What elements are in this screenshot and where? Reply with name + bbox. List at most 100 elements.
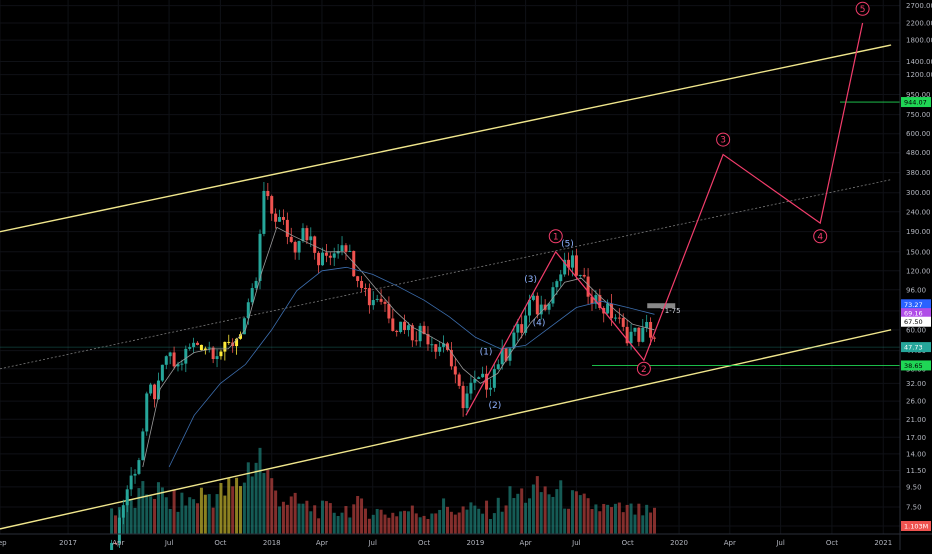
candle-body[interactable] (531, 295, 535, 300)
candle-body[interactable] (223, 341, 227, 352)
candle-body[interactable] (293, 241, 297, 253)
candle-body[interactable] (621, 318, 625, 327)
price-tag[interactable] (901, 360, 931, 371)
candle-body[interactable] (336, 251, 340, 254)
candle-body[interactable] (289, 236, 293, 242)
candle-body[interactable] (309, 236, 313, 241)
candle-body[interactable] (281, 217, 285, 220)
candle-body[interactable] (582, 274, 586, 277)
candle-body[interactable] (332, 253, 336, 258)
candle-body[interactable] (570, 255, 574, 268)
candle-body[interactable] (196, 342, 200, 345)
candle-body[interactable] (227, 341, 231, 343)
candle-body[interactable] (403, 321, 407, 331)
candle-body[interactable] (328, 255, 332, 258)
price-tag[interactable] (901, 316, 931, 327)
candle-body[interactable] (629, 331, 633, 344)
candle-body[interactable] (352, 250, 356, 277)
candle-body[interactable] (168, 352, 172, 357)
candle-body[interactable] (235, 338, 239, 347)
wave-label-circle[interactable] (548, 229, 563, 244)
candle-body[interactable] (391, 318, 395, 331)
candle-body[interactable] (504, 348, 508, 361)
candle-body[interactable] (633, 327, 637, 332)
candle-body[interactable] (625, 326, 629, 344)
candle-body[interactable] (426, 334, 430, 345)
candle-body[interactable] (637, 327, 641, 342)
candle-body[interactable] (180, 363, 184, 365)
candle-body[interactable] (563, 259, 567, 275)
candle-body[interactable] (414, 340, 418, 342)
candle-body[interactable] (461, 385, 465, 409)
candle-body[interactable] (524, 315, 528, 333)
candle-body[interactable] (387, 303, 391, 319)
candle-body[interactable] (149, 384, 153, 394)
price-tag[interactable] (901, 308, 931, 319)
candle-body[interactable] (395, 330, 399, 333)
candle-body[interactable] (250, 288, 254, 303)
candle-body[interactable] (371, 300, 375, 306)
candle-body[interactable] (172, 352, 176, 367)
candle-body[interactable] (203, 348, 207, 351)
candle-body[interactable] (156, 380, 160, 400)
candle-body[interactable] (117, 517, 121, 544)
candle-body[interactable] (363, 287, 367, 289)
candle-body[interactable] (473, 378, 477, 383)
candle-body[interactable] (606, 303, 610, 314)
candle-body[interactable] (477, 377, 481, 379)
candle-body[interactable] (406, 325, 410, 331)
candle-body[interactable] (453, 366, 457, 375)
candle-body[interactable] (492, 369, 496, 388)
candle-body[interactable] (184, 348, 188, 364)
candle-body[interactable] (176, 364, 180, 367)
candle-body[interactable] (360, 280, 364, 288)
candle-body[interactable] (539, 304, 543, 315)
candle-body[interactable] (219, 351, 223, 357)
candle-body[interactable] (379, 298, 383, 302)
candle-body[interactable] (242, 318, 246, 335)
candle-body[interactable] (215, 356, 219, 359)
candle-body[interactable] (551, 287, 555, 304)
candle-body[interactable] (574, 255, 578, 276)
candle-body[interactable] (344, 245, 348, 252)
candle-body[interactable] (367, 288, 371, 306)
candle-body[interactable] (383, 301, 387, 304)
price-tag[interactable] (901, 299, 931, 310)
candle-body[interactable] (485, 373, 489, 390)
wave-label-circle[interactable] (716, 132, 731, 147)
candle-body[interactable] (488, 387, 492, 390)
wave-label-circle[interactable] (636, 361, 651, 376)
candle-body[interactable] (270, 196, 274, 214)
candle-body[interactable] (297, 241, 301, 253)
candle-body[interactable] (192, 342, 196, 348)
candle-body[interactable] (375, 298, 379, 301)
candle-body[interactable] (207, 347, 211, 349)
candle-body[interactable] (500, 348, 504, 365)
candle-body[interactable] (246, 302, 250, 319)
candle-body[interactable] (457, 374, 461, 386)
candle-body[interactable] (133, 473, 137, 476)
candle-body[interactable] (567, 259, 571, 268)
wave-label-circle[interactable] (813, 229, 828, 244)
candle-body[interactable] (321, 252, 325, 266)
candle-body[interactable] (418, 325, 422, 342)
candle-body[interactable] (258, 233, 262, 281)
candle-body[interactable] (129, 475, 133, 490)
candle-body[interactable] (645, 321, 649, 328)
candle-body[interactable] (652, 337, 656, 339)
price-tag[interactable] (901, 342, 931, 353)
candle-body[interactable] (578, 274, 582, 276)
candle-body[interactable] (559, 274, 563, 282)
candle-body[interactable] (137, 460, 141, 474)
candle-body[interactable] (586, 276, 590, 297)
candle-body[interactable] (188, 347, 192, 349)
candle-body[interactable] (613, 317, 617, 319)
candle-body[interactable] (547, 303, 551, 310)
candle-body[interactable] (121, 505, 125, 518)
candle-body[interactable] (535, 295, 539, 315)
candle-body[interactable] (430, 344, 434, 346)
price-tag[interactable] (901, 521, 931, 531)
candle-body[interactable] (465, 393, 469, 409)
